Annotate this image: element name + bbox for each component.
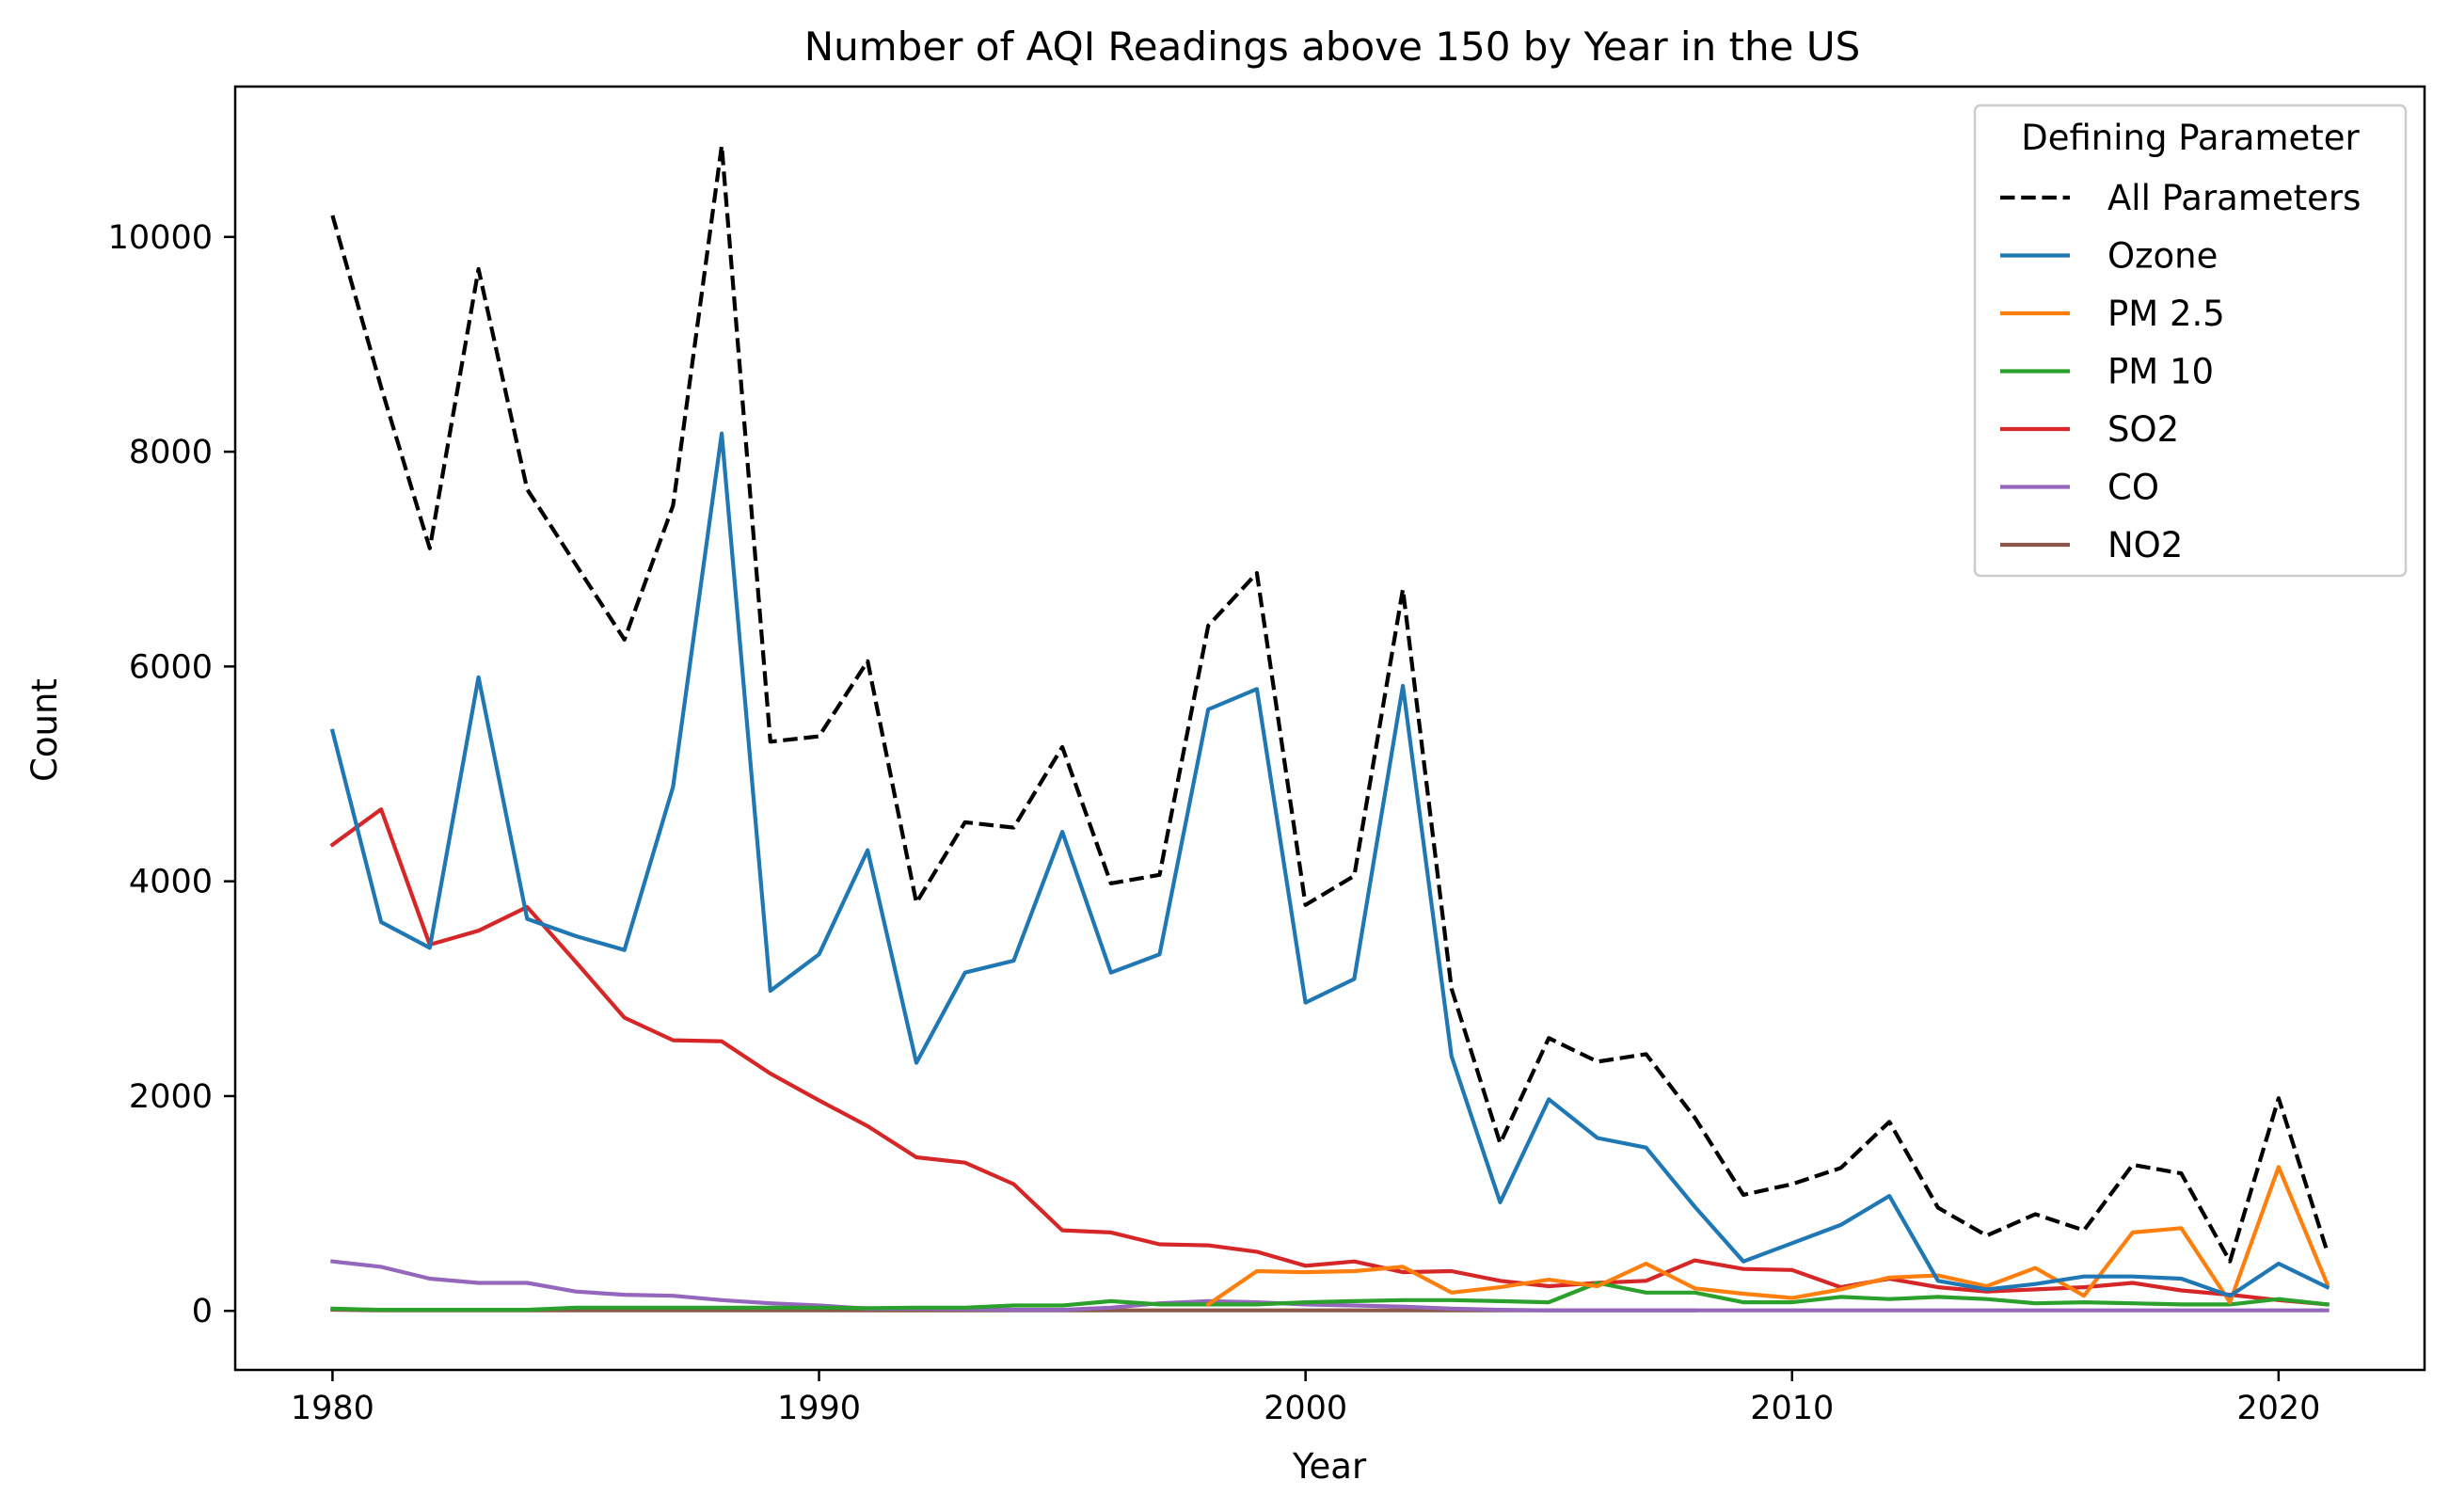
legend-label: CO: [2107, 468, 2159, 508]
series-line-3: [330, 1281, 2330, 1313]
x-tick-label: 1990: [777, 1390, 861, 1427]
legend-box: [1973, 103, 2408, 578]
x-axis-ticks: 1980 1990 2000 2010 2020: [291, 1370, 2320, 1427]
y-axis-ticks: 0 2000 4000 6000 8000 10000: [108, 219, 235, 1330]
series-line-2: [1205, 1165, 2330, 1308]
x-tick-label: 1980: [291, 1390, 374, 1427]
x-axis-label: Year: [1292, 1446, 1367, 1487]
legend: Defining Parameter All Parameters Ozone PM…: [1973, 103, 2408, 578]
legend-label: Ozone: [2107, 236, 2218, 277]
legend-label: SO2: [2107, 409, 2179, 450]
legend-label: All Parameters: [2107, 178, 2361, 218]
legend-label: NO2: [2107, 525, 2183, 565]
series-line-0: [330, 143, 2330, 1264]
y-tick-label: 0: [192, 1293, 213, 1330]
series-line-4: [329, 807, 2330, 1307]
x-tick-label: 2000: [1264, 1390, 1347, 1427]
x-tick-label: 2010: [1750, 1390, 1834, 1427]
y-tick-label: 10000: [108, 219, 213, 257]
plot-lines: [329, 143, 2330, 1313]
series-line-1: [329, 431, 2330, 1298]
y-axis-label: Count: [24, 678, 65, 782]
legend-label: PM 2.5: [2107, 294, 2225, 334]
y-tick-label: 6000: [129, 648, 213, 686]
y-tick-label: 8000: [129, 434, 213, 471]
y-tick-label: 2000: [129, 1078, 213, 1116]
x-tick-label: 2020: [2236, 1390, 2320, 1427]
series-line-5: [330, 1259, 2330, 1313]
legend-title: Defining Parameter: [2021, 118, 2360, 158]
legend-label: PM 10: [2107, 352, 2214, 392]
legend-items: All Parameters Ozone PM 2.5 PM 10 SO2 CO NO2: [2000, 178, 2361, 565]
chart-title: Number of AQI Readings above 150 by Year…: [804, 24, 1861, 70]
plot-frame: [233, 85, 2426, 1372]
y-tick-label: 4000: [129, 864, 213, 901]
